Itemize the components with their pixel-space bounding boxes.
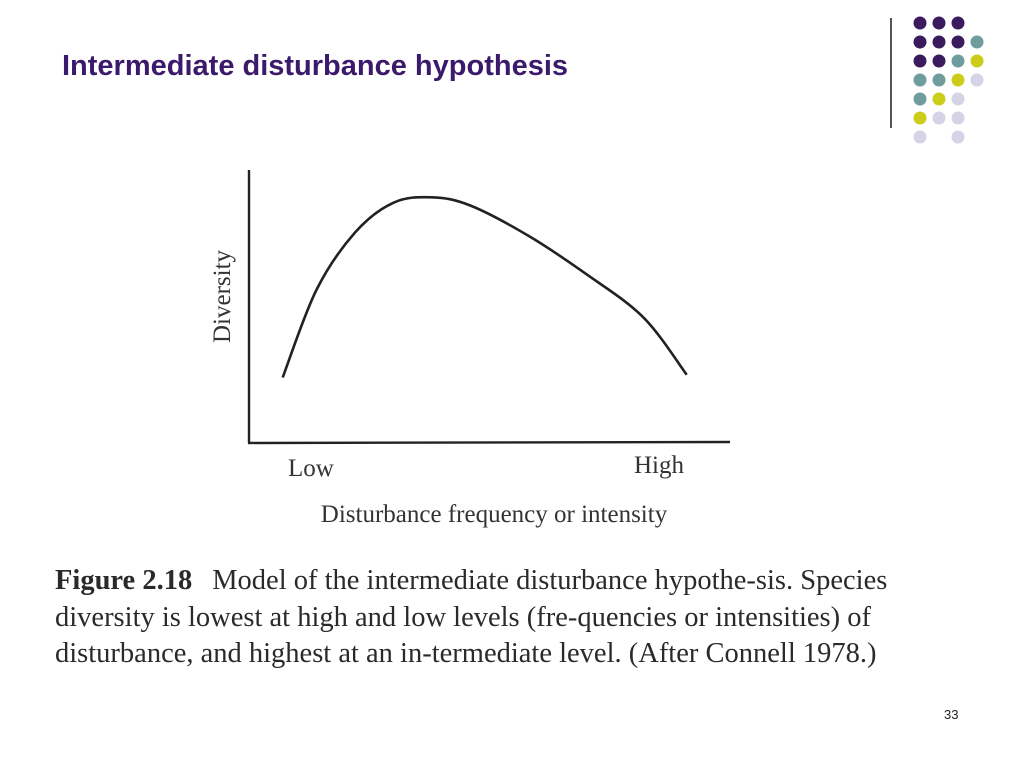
x-tick-high: High: [634, 452, 685, 479]
decorative-dot: [951, 54, 965, 68]
title-divider: [890, 18, 892, 128]
decorative-dot: [932, 16, 946, 30]
decorative-dot: [970, 35, 984, 49]
figure-label: Figure 2.18: [55, 565, 193, 596]
figure-caption-text: Model of the intermediate disturbance hy…: [55, 565, 888, 669]
decorative-dot: [932, 73, 946, 87]
decorative-dot: [913, 35, 927, 49]
decorative-dot: [951, 35, 965, 49]
decorative-dot: [913, 73, 927, 87]
x-axis-label: Disturbance frequency or intensity: [321, 501, 668, 528]
decorative-dot: [970, 73, 984, 87]
decorative-dot: [932, 111, 946, 125]
decorative-dot: [970, 54, 984, 68]
decorative-dot: [913, 54, 927, 68]
decorative-dot: [913, 92, 927, 106]
decorative-dot: [951, 16, 965, 30]
decorative-dot: [951, 130, 965, 144]
decorative-dot: [932, 92, 946, 106]
decorative-dot: [913, 16, 927, 30]
decorative-dot: [932, 35, 946, 49]
page-number: 33: [944, 707, 959, 722]
figure-caption: Figure 2.18 Model of the intermediate dis…: [55, 563, 935, 673]
decorative-dot: [951, 92, 965, 106]
x-tick-low: Low: [288, 455, 334, 482]
x-axis-line: [247, 440, 731, 445]
chart-axes: [247, 170, 731, 445]
slide-title: Intermediate disturbance hypothesis: [62, 50, 569, 82]
decorative-dot: [913, 130, 927, 144]
decorative-dot: [951, 73, 965, 87]
y-axis-label: Diversity: [209, 249, 236, 343]
decorative-dot: [913, 111, 927, 125]
diversity-curve: [281, 195, 688, 378]
diversity-chart: Diversity Low High Disturbance frequency…: [209, 170, 731, 528]
decorative-dot: [932, 54, 946, 68]
decorative-dot: [951, 111, 965, 125]
